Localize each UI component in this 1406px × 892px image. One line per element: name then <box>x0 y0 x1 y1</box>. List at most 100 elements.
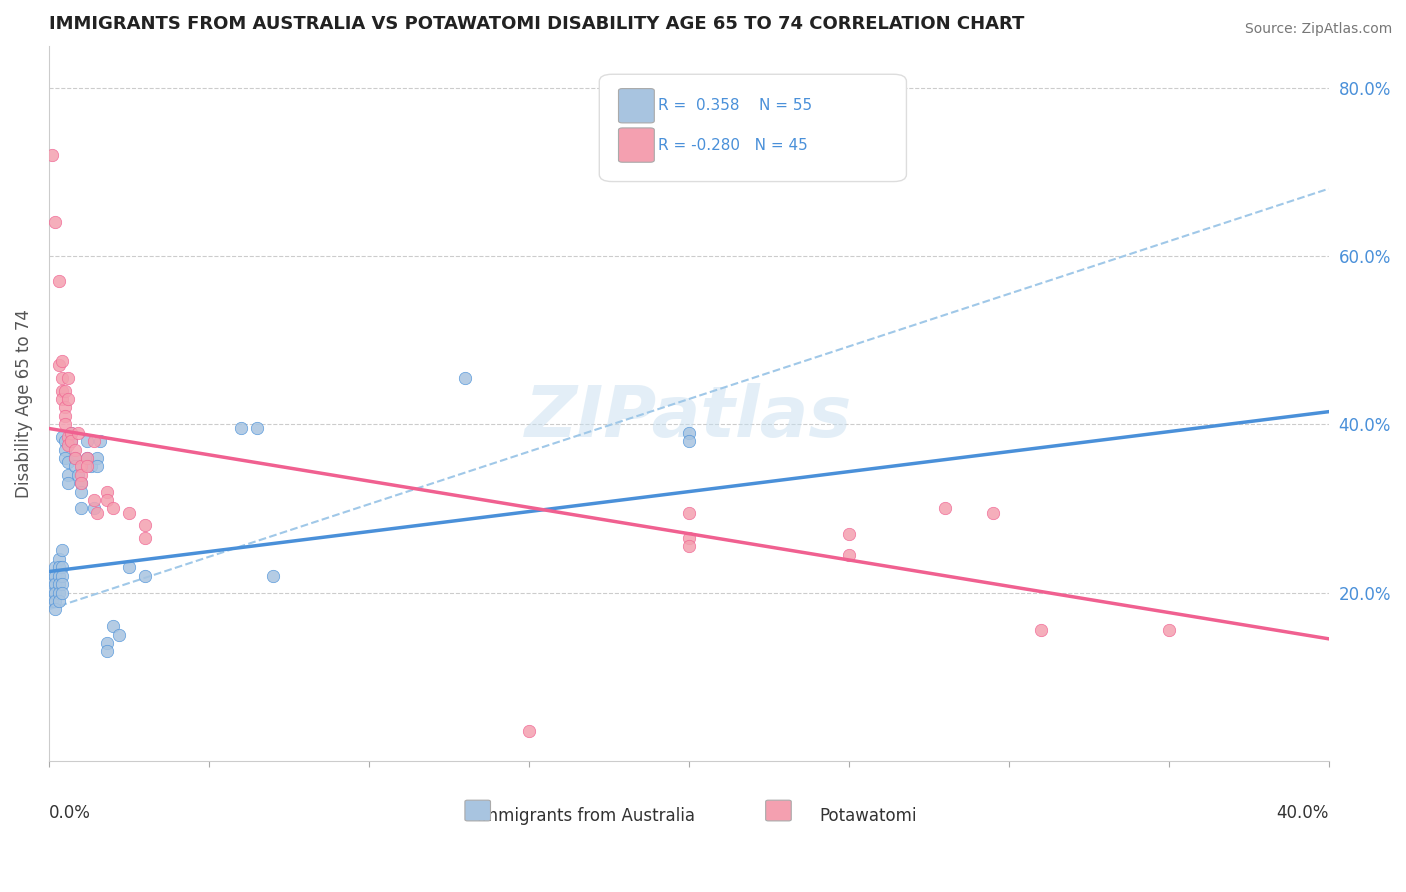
Y-axis label: Disability Age 65 to 74: Disability Age 65 to 74 <box>15 309 32 498</box>
Immigrants from Australia <box>454 371 477 385</box>
Immigrants from Australia <box>41 577 63 591</box>
Potawatomi <box>678 539 700 553</box>
Immigrants from Australia <box>66 467 89 482</box>
Immigrants from Australia <box>118 560 141 574</box>
Immigrants from Australia <box>96 644 118 658</box>
Potawatomi <box>48 359 70 373</box>
Immigrants from Australia <box>262 568 284 582</box>
Text: ZIPatlas: ZIPatlas <box>526 383 852 452</box>
Potawatomi <box>838 548 860 562</box>
Potawatomi <box>83 493 105 508</box>
Immigrants from Australia <box>60 434 83 449</box>
Immigrants from Australia <box>70 476 93 491</box>
Potawatomi <box>96 493 118 508</box>
Immigrants from Australia <box>56 476 79 491</box>
Potawatomi <box>134 531 156 545</box>
Immigrants from Australia <box>89 434 111 449</box>
Potawatomi <box>76 459 98 474</box>
Immigrants from Australia <box>70 484 93 499</box>
Potawatomi <box>51 371 73 385</box>
Potawatomi <box>56 438 79 452</box>
Immigrants from Australia <box>246 421 269 435</box>
Potawatomi <box>86 506 108 520</box>
Text: Potawatomi: Potawatomi <box>820 807 917 825</box>
Potawatomi <box>63 450 86 465</box>
Immigrants from Australia <box>53 434 76 449</box>
Potawatomi <box>678 506 700 520</box>
Immigrants from Australia <box>48 560 70 574</box>
Immigrants from Australia <box>83 501 105 516</box>
Immigrants from Australia <box>86 459 108 474</box>
Potawatomi <box>134 518 156 533</box>
Immigrants from Australia <box>48 585 70 599</box>
FancyBboxPatch shape <box>766 800 792 821</box>
Potawatomi <box>517 724 540 739</box>
Immigrants from Australia <box>44 594 66 608</box>
Immigrants from Australia <box>70 501 93 516</box>
Potawatomi <box>56 430 79 444</box>
Immigrants from Australia <box>51 543 73 558</box>
Immigrants from Australia <box>51 577 73 591</box>
Immigrants from Australia <box>51 560 73 574</box>
Immigrants from Australia <box>56 455 79 469</box>
FancyBboxPatch shape <box>619 88 654 123</box>
Potawatomi <box>63 442 86 457</box>
Immigrants from Australia <box>53 442 76 457</box>
Potawatomi <box>70 459 93 474</box>
Text: 0.0%: 0.0% <box>49 804 91 822</box>
Immigrants from Australia <box>48 594 70 608</box>
Text: 40.0%: 40.0% <box>1277 804 1329 822</box>
Immigrants from Australia <box>48 568 70 582</box>
Potawatomi <box>48 274 70 288</box>
FancyBboxPatch shape <box>465 800 491 821</box>
Potawatomi <box>51 354 73 368</box>
Potawatomi <box>1029 624 1052 638</box>
Immigrants from Australia <box>48 552 70 566</box>
Potawatomi <box>101 501 124 516</box>
Potawatomi <box>53 401 76 415</box>
Immigrants from Australia <box>53 450 76 465</box>
Potawatomi <box>118 506 141 520</box>
Potawatomi <box>53 409 76 423</box>
Potawatomi <box>53 384 76 398</box>
Potawatomi <box>934 501 956 516</box>
Potawatomi <box>1157 624 1180 638</box>
Immigrants from Australia <box>101 619 124 633</box>
Potawatomi <box>678 531 700 545</box>
Potawatomi <box>53 417 76 432</box>
Immigrants from Australia <box>51 430 73 444</box>
Immigrants from Australia <box>44 602 66 616</box>
Immigrants from Australia <box>678 434 700 449</box>
Potawatomi <box>60 434 83 449</box>
Immigrants from Australia <box>56 467 79 482</box>
Text: Source: ZipAtlas.com: Source: ZipAtlas.com <box>1244 22 1392 37</box>
Immigrants from Australia <box>86 450 108 465</box>
Potawatomi <box>44 215 66 229</box>
Potawatomi <box>51 384 73 398</box>
Immigrants from Australia <box>134 568 156 582</box>
Immigrants from Australia <box>76 434 98 449</box>
Immigrants from Australia <box>51 585 73 599</box>
Text: R = -0.280   N = 45: R = -0.280 N = 45 <box>658 137 808 153</box>
Potawatomi <box>41 148 63 162</box>
Immigrants from Australia <box>76 450 98 465</box>
Potawatomi <box>96 484 118 499</box>
Text: R =  0.358    N = 55: R = 0.358 N = 55 <box>658 97 813 112</box>
Potawatomi <box>56 392 79 406</box>
Immigrants from Australia <box>44 568 66 582</box>
Immigrants from Australia <box>44 585 66 599</box>
FancyBboxPatch shape <box>619 128 654 162</box>
Potawatomi <box>76 450 98 465</box>
Potawatomi <box>70 476 93 491</box>
Text: IMMIGRANTS FROM AUSTRALIA VS POTAWATOMI DISABILITY AGE 65 TO 74 CORRELATION CHAR: IMMIGRANTS FROM AUSTRALIA VS POTAWATOMI … <box>49 15 1025 33</box>
Potawatomi <box>70 467 93 482</box>
Potawatomi <box>66 425 89 440</box>
Potawatomi <box>981 506 1004 520</box>
Potawatomi <box>83 434 105 449</box>
Potawatomi <box>838 526 860 541</box>
FancyBboxPatch shape <box>599 74 907 182</box>
Immigrants from Australia <box>41 585 63 599</box>
Immigrants from Australia <box>44 577 66 591</box>
Immigrants from Australia <box>41 568 63 582</box>
Immigrants from Australia <box>63 459 86 474</box>
